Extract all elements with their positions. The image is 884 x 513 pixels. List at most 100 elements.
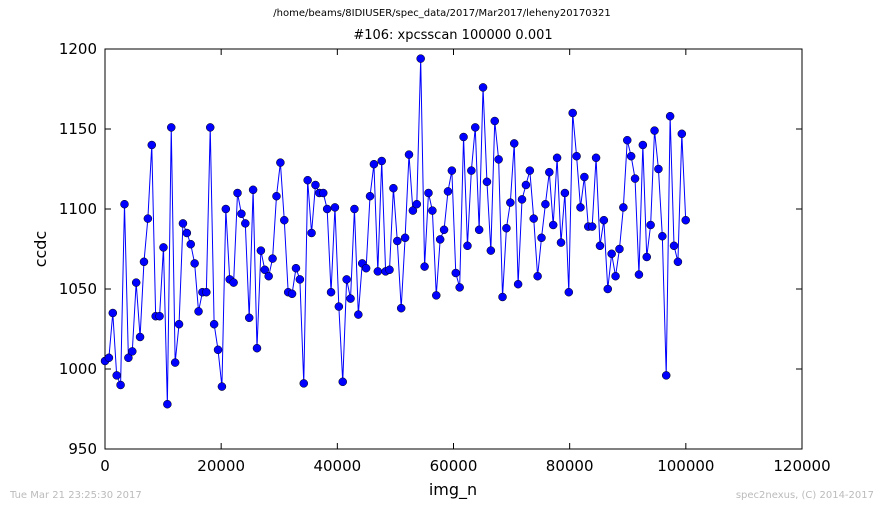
data-point (396, 303, 406, 313)
data-point (155, 311, 164, 321)
data-point (319, 188, 328, 198)
data-point (178, 219, 188, 228)
data-point (350, 204, 359, 214)
footer-right: spec2nexus, (C) 2014-2017 (736, 490, 874, 501)
data-point (611, 271, 620, 281)
data-point (213, 345, 223, 355)
data-point (556, 238, 566, 247)
data-point (533, 271, 542, 281)
data-point (330, 203, 340, 212)
data-point (256, 246, 266, 255)
data-point (237, 209, 246, 219)
data-point (634, 270, 644, 279)
data-point (159, 243, 168, 252)
data-point (615, 244, 624, 254)
data-point (537, 233, 546, 243)
data-point (447, 166, 457, 175)
data-point (124, 353, 133, 363)
data-point (548, 220, 558, 230)
y-tick-label: 1050 (59, 280, 97, 298)
data-point (307, 228, 316, 238)
data-point (272, 191, 281, 201)
data-point (408, 206, 418, 215)
data-point (182, 228, 192, 238)
data-point (346, 294, 355, 303)
data-point (112, 371, 121, 380)
x-axis-label: img_n (429, 480, 477, 500)
data-point (478, 83, 488, 92)
data-point (303, 175, 312, 185)
data-point (202, 287, 211, 297)
data-point (252, 343, 262, 353)
data-point (135, 332, 145, 342)
data-point (268, 254, 277, 263)
data-point (244, 313, 254, 323)
series-line (104, 58, 687, 405)
data-point (560, 188, 570, 198)
data-point (287, 289, 297, 299)
data-point (299, 379, 309, 388)
data-point (322, 204, 332, 214)
data-point (291, 263, 301, 273)
y-axis-label: ccdc (31, 231, 50, 268)
data-point (128, 347, 137, 356)
data-point (229, 278, 238, 287)
data-point (525, 166, 535, 175)
data-point (174, 319, 184, 329)
x-tick-label: 100000 (657, 457, 714, 475)
data-point (607, 249, 616, 259)
data-point (552, 153, 562, 163)
data-point (677, 129, 687, 139)
data-point (521, 180, 531, 190)
data-point (513, 279, 523, 289)
data-point (463, 241, 472, 251)
y-tick-label: 950 (68, 440, 97, 458)
suptitle: /home/beams/8IDIUSER/spec_data/2017/Mar2… (273, 8, 610, 19)
data-point (412, 199, 422, 209)
data-point (264, 271, 273, 281)
data-point (435, 235, 445, 244)
data-point (108, 308, 118, 318)
data-point (377, 156, 386, 166)
data-point (248, 185, 258, 195)
data-point (311, 180, 320, 190)
footer-left: Tue Mar 21 23:25:30 2017 (9, 490, 142, 501)
data-point (420, 262, 429, 271)
data-point (658, 231, 667, 241)
data-point (619, 203, 628, 212)
data-point (665, 111, 675, 121)
data-point (509, 139, 519, 148)
data-point (623, 135, 632, 145)
data-point (568, 108, 577, 118)
data-point (591, 153, 601, 163)
data-point (221, 204, 231, 214)
data-point (241, 219, 250, 228)
data-point (389, 183, 398, 193)
data-point (326, 287, 336, 297)
data-point (576, 203, 585, 212)
data-point (143, 214, 153, 223)
data-point (428, 206, 437, 215)
data-point (104, 353, 114, 363)
data-point (170, 358, 180, 367)
data-point (217, 382, 227, 391)
data-point (186, 239, 195, 249)
data-point (276, 158, 285, 167)
data-point (439, 225, 449, 235)
x-tick-label: 20000 (197, 457, 245, 475)
data-point (416, 54, 425, 63)
data-point (400, 233, 410, 243)
data-point (673, 257, 683, 267)
data-point (587, 222, 597, 231)
data-point (506, 198, 515, 207)
data-point (498, 292, 507, 302)
data-point (233, 188, 242, 198)
data-point (260, 265, 270, 275)
data-point (385, 265, 394, 275)
data-point (467, 166, 476, 175)
data-point (361, 263, 371, 273)
x-tick-label: 120000 (773, 457, 830, 475)
data-point (650, 126, 659, 135)
data-point (471, 123, 480, 132)
data-point (490, 116, 499, 126)
